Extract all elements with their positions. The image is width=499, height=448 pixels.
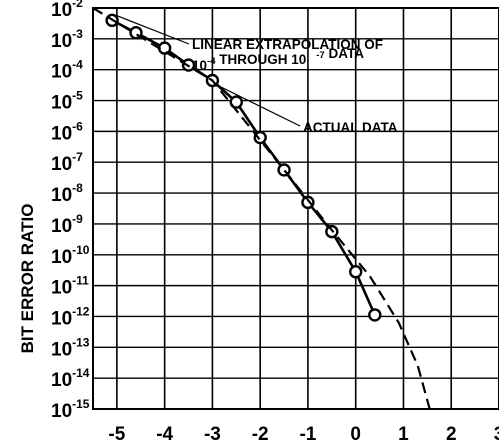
x-tick-label: -3 xyxy=(204,424,221,445)
y-tick-label: 10-8 xyxy=(51,181,83,206)
y-tick-label: 10-10 xyxy=(51,243,90,268)
y-tick-label: 10-12 xyxy=(51,304,90,329)
y-tick-label: 10-7 xyxy=(51,150,83,175)
plot-frame xyxy=(92,7,499,410)
y-tick-label: 10-11 xyxy=(51,274,89,299)
data-point-marker xyxy=(229,95,243,109)
x-tick-label: 3 xyxy=(494,424,499,445)
y-tick-label: 10-5 xyxy=(51,89,83,114)
y-tick-label: 10-14 xyxy=(51,366,90,391)
y-tick-label: 10-6 xyxy=(51,119,83,144)
x-tick-label: -1 xyxy=(299,424,316,445)
x-tick-label: -5 xyxy=(108,424,125,445)
x-tick-label: 0 xyxy=(350,424,361,445)
y-tick-label: 10-9 xyxy=(51,212,83,237)
x-tick-label: 2 xyxy=(446,424,457,445)
x-tick-label: -4 xyxy=(156,424,173,445)
y-tick-label: 10-15 xyxy=(51,397,90,422)
data-point-marker xyxy=(349,265,363,279)
annotation-leader-actual xyxy=(216,84,301,127)
y-tick-label: 10-2 xyxy=(51,0,83,21)
y-tick-label: 10-3 xyxy=(51,27,83,52)
data-point-marker xyxy=(368,308,382,322)
annotation-extrapolation: LINEAR EXTRAPOLATION OF xyxy=(192,37,383,52)
y-tick-label: 10-4 xyxy=(51,58,83,83)
data-point-marker xyxy=(253,130,267,145)
series-layer xyxy=(92,7,431,410)
annotation-leader-extrapolation xyxy=(116,15,190,45)
grid xyxy=(93,8,499,409)
y-axis-label: BIT ERROR RATIO xyxy=(18,204,37,354)
annotation-actual: ACTUAL DATA xyxy=(303,120,398,135)
tick-labels: -5 -4 -3 -2 -1 0 1 2 3 10-2 10-3 10-4 10-5 10-6 10-7 10… xyxy=(51,0,499,445)
y-tick-label: 10-13 xyxy=(51,335,90,360)
extrapolation-line xyxy=(92,7,431,410)
x-tick-label: 1 xyxy=(398,424,409,445)
annotation-extrapolation: 10-4 THROUGH 10 -7 DATA xyxy=(192,46,364,73)
x-tick-label: -2 xyxy=(252,424,269,445)
